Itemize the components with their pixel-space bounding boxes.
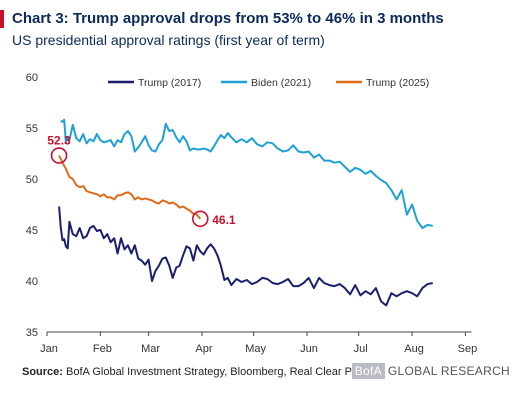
y-tick-label: 60 [26, 72, 38, 84]
source-label: Source: [22, 366, 63, 378]
x-tick-label: Jul [354, 343, 368, 355]
y-tick-label: 40 [26, 276, 38, 288]
annotation-label: 52.3 [47, 134, 71, 148]
x-tick-label: Sep [458, 343, 478, 355]
y-tick-label: 50 [26, 174, 38, 186]
x-tick-label: Mar [141, 343, 160, 355]
y-tick-label: 35 [26, 327, 38, 339]
legend-label: Trump (2025) [366, 77, 429, 89]
annotation-circle [50, 147, 68, 164]
annotation-circle [191, 210, 209, 228]
legend-label: Trump (2017) [138, 77, 201, 89]
brand-box: BofA [351, 363, 385, 379]
chart-title: Chart 3: Trump approval drops from 53% t… [12, 10, 444, 27]
brand-text: GLOBAL RESEARCH [387, 364, 510, 378]
legend-label: Biden (2021) [251, 77, 311, 89]
source-note: Source: BofA Global Investment Strategy,… [22, 366, 379, 378]
x-tick-label: Jun [300, 343, 318, 355]
title-accent-bar [0, 10, 4, 28]
x-tick-label: Apr [195, 343, 212, 355]
annotation-label: 46.1 [212, 213, 236, 227]
chart-subtitle: US presidential approval ratings (first … [12, 32, 325, 48]
series-line-biden-2021 [60, 118, 433, 229]
source-text: BofA Global Investment Strategy, Bloombe… [66, 366, 380, 378]
legend: Trump (2017) Biden (2021) Trump (2025) [108, 77, 429, 89]
brand-logo: BofA GLOBAL RESEARCH [351, 363, 510, 379]
series-line-trump-2017 [58, 206, 433, 307]
x-tick-label: Jan [40, 343, 58, 355]
x-axis: Jan Feb Mar Apr May Jun Jul Aug Sep [40, 331, 478, 355]
y-axis: 35 40 45 50 55 60 [26, 72, 38, 339]
y-tick-label: 55 [26, 123, 38, 135]
series-line-trump-2025 [58, 155, 202, 220]
x-tick-label: Feb [93, 343, 112, 355]
x-tick-label: May [245, 343, 266, 355]
annotation-layer: 52.3 46.1 [47, 134, 236, 228]
y-tick-label: 45 [26, 225, 38, 237]
series-layer [58, 118, 433, 307]
x-tick-label: Aug [404, 343, 424, 355]
